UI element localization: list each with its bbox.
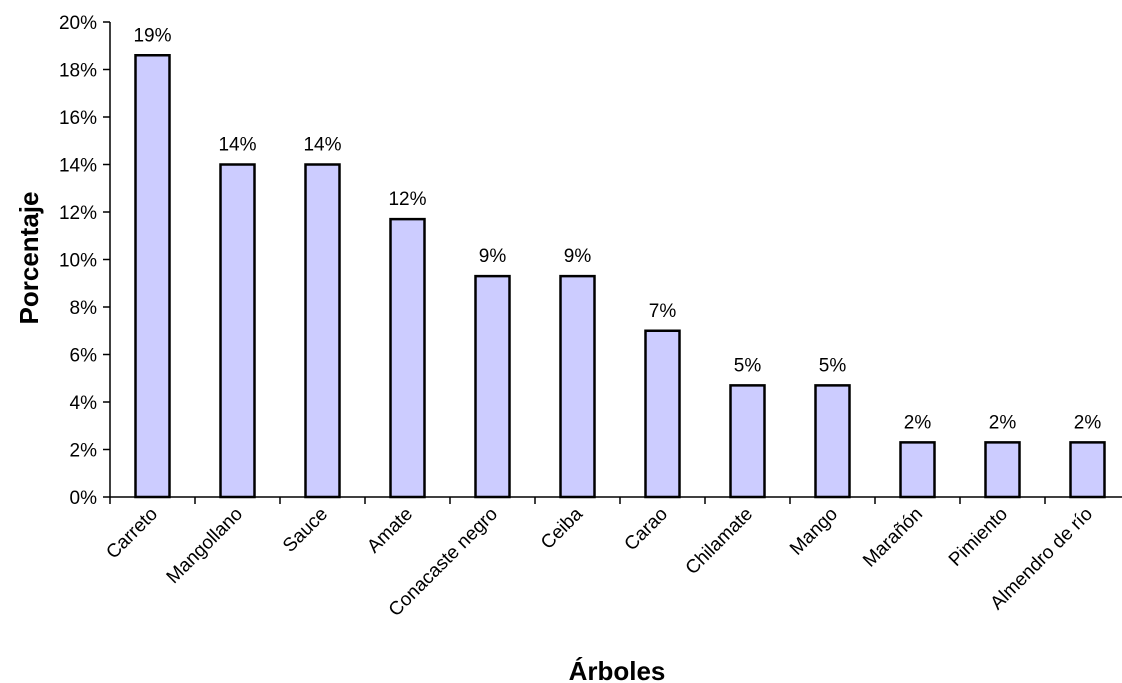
bar: [559, 274, 596, 499]
bar: [1069, 441, 1106, 499]
bar: [729, 384, 766, 499]
category-label: Sauce: [279, 504, 332, 557]
bar: [304, 163, 341, 499]
y-tick-label: 16%: [59, 108, 97, 129]
y-tick-label: 4%: [70, 393, 98, 414]
category-label: Ceiba: [537, 503, 587, 553]
category-label: Chilamate: [682, 504, 757, 579]
bar: [134, 54, 171, 499]
category-label: Amate: [363, 504, 417, 558]
bar: [984, 441, 1021, 499]
y-tick-label: 14%: [59, 156, 97, 177]
data-label: 14%: [303, 135, 341, 156]
data-label: 9%: [564, 246, 592, 267]
data-label: 2%: [1074, 412, 1102, 433]
y-tick-label: 6%: [70, 346, 98, 367]
y-tick-label: 10%: [59, 251, 97, 272]
y-axis: 0% 2% 4% 6% 8% 10% 12% 14% 16% 18% 20%: [59, 13, 111, 509]
bar: [899, 441, 936, 499]
data-label: 19%: [133, 25, 171, 46]
bar: [389, 217, 426, 499]
category-label: Pimiento: [945, 504, 1012, 571]
y-tick-label: 8%: [70, 298, 98, 319]
bars: 19% 14% 14% 12% 9% 9% 7% 5% 5% 2% 2% 2%: [133, 25, 1106, 499]
category-label: Mangollano: [163, 504, 247, 588]
y-tick-label: 12%: [59, 203, 97, 224]
data-label: 2%: [904, 412, 932, 433]
y-tick-label: 2%: [70, 441, 98, 462]
y-axis-title: Porcentaje: [14, 192, 44, 325]
y-tick-label: 20%: [59, 13, 97, 34]
bar: [644, 329, 681, 499]
y-tick-label: 18%: [59, 61, 97, 82]
category-label: Carreto: [102, 504, 162, 564]
data-label: 7%: [649, 301, 677, 322]
bar: [219, 163, 256, 499]
x-axis-title: Árboles: [569, 656, 666, 683]
data-label: 5%: [734, 355, 762, 376]
data-label: 5%: [819, 355, 847, 376]
data-label: 2%: [989, 412, 1017, 433]
data-label: 14%: [218, 135, 256, 156]
y-tick-label: 0%: [70, 488, 98, 509]
data-label: 9%: [479, 246, 507, 267]
category-label: Marañón: [859, 504, 927, 572]
data-label: 12%: [388, 189, 426, 210]
bar: [814, 384, 851, 499]
category-label: Carao: [621, 504, 672, 555]
bar: [474, 274, 511, 499]
category-label: Mango: [786, 504, 842, 560]
